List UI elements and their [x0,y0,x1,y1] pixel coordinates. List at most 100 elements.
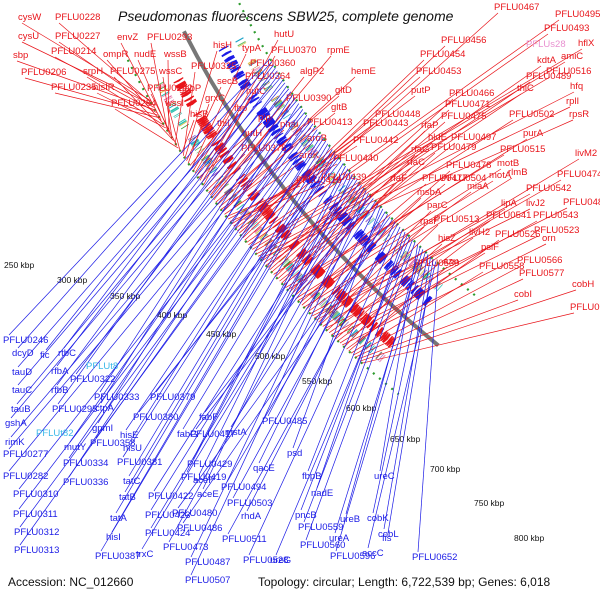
forward-gene-label: PFLU0542 [526,183,571,194]
reverse-label-leader [192,165,346,460]
reverse-gene-label: rhdA [241,511,262,522]
forward-gene-mark [226,161,238,170]
reverse-gene-mark [404,280,414,289]
reverse-label-leader [417,263,439,553]
forward-label-leader [357,299,519,360]
cog-category-block [196,148,205,154]
cog-category-block [163,95,172,101]
forward-gene-label: PFLU0477 [422,173,467,184]
cog-category-block [252,67,261,73]
forward-gene-label: PFLU0502 [509,109,554,120]
forward-label-leader [253,76,551,253]
forward-label-leader [333,235,539,338]
cog-category-block [250,221,258,228]
forward-gene-label: PFLU0390 [286,93,331,104]
reverse-gene-label: mstA [225,427,247,438]
forward-gene-label: aroK [299,150,320,161]
forward-gene-mark [280,230,291,239]
forward-gene-mark [345,299,354,308]
cog-category-block [399,250,407,258]
cog-category-block [291,270,299,277]
reverse-label-leader [111,152,335,533]
forward-gene-label: ompR [103,49,128,60]
reverse-label-leader [383,256,431,530]
trna-gene-label: PFLUt8 [86,361,118,372]
cog-category-block [313,293,321,301]
reverse-label-leader [16,82,286,405]
forward-label-leader [189,128,222,166]
forward-gene-label: thiC [517,83,534,94]
reverse-gene-mark [343,218,353,227]
forward-label-leader [352,265,522,356]
reverse-gene-mark [224,56,236,63]
forward-gene-label: hutC [246,86,266,97]
reverse-label-leader [292,206,381,449]
forward-gene-label: putP [411,85,431,96]
trna-gene-label: PFLUt82 [36,428,74,439]
cog-category-block [279,255,287,263]
cog-category-block [194,145,203,151]
cog-category-block [252,223,260,231]
cog-category-block [307,146,315,153]
forward-label-leader [162,76,173,139]
reverse-gene-label: PFLU0334 [63,458,108,469]
forward-gene-label: PFLU0448 [375,109,420,120]
forward-label-leader [242,45,446,239]
reverse-label-leader [8,112,306,472]
forward-gene-label: PFLU0467 [494,2,539,13]
forward-gene-label: cysW [18,12,41,23]
reverse-gene-label: nadE [311,488,333,499]
forward-gene-label: secB [217,76,238,87]
forward-gene-mark [192,110,203,117]
reverse-label-leader [334,249,424,534]
forward-label-leader [359,289,577,362]
reverse-gene-label: PFLU0312 [14,527,59,538]
reverse-label-leader [19,129,318,546]
reverse-gene-mark [278,138,289,147]
cog-category-block [400,251,408,259]
forward-gene-label: rfaG [411,144,429,155]
rna-gene-label: PFLUs28 [526,39,566,50]
forward-label-leader [16,60,156,111]
forward-label-leader [265,93,522,266]
reverse-label-leader [190,192,369,576]
forward-gene-label: PFLU0566 [517,255,562,266]
forward-gene-label: PFLU0478 [446,160,491,171]
forward-gene-mark [386,337,395,347]
forward-gene-label: PFLU0214 [51,46,96,57]
forward-gene-mark [173,77,184,84]
cog-category-block [342,321,349,329]
forward-gene-label: hldE [428,132,447,143]
reverse-gene-mark [229,64,240,71]
reverse-gene-label: rfbA [51,366,69,377]
cog-category-block [350,329,358,337]
cog-category-block [170,107,180,114]
cog-category-block [168,103,177,109]
cog-category-block [156,82,165,89]
cog-category-block [319,298,327,306]
forward-label-leader [348,266,448,352]
forward-label-leader [335,243,443,340]
forward-label-leader [181,119,195,154]
cog-category-block [276,253,285,260]
reverse-label-leader [69,109,304,443]
reverse-gene-mark [264,119,275,128]
forward-gene-label: PFLU0497 [451,132,496,143]
forward-gene-label: PFLU0495 [555,9,600,20]
forward-label-leader [231,145,358,225]
forward-gene-label: hutU [274,29,294,40]
cog-category-block [283,113,291,120]
cog-category-block [159,88,168,94]
reverse-gene-mark [323,195,333,204]
cog-category-block [423,272,431,281]
reverse-label-leader [75,91,292,375]
forward-gene-label: wssB [163,49,187,60]
forward-label-leader [287,138,528,291]
reverse-label-leader [45,64,274,351]
forward-gene-mark [268,215,279,225]
cog-category-block [310,289,318,297]
reverse-gene-label: PFLU0507 [185,575,230,586]
cog-category-block [209,167,218,174]
forward-gene-label: cobI [514,289,532,300]
reverse-gene-mark [265,120,276,129]
